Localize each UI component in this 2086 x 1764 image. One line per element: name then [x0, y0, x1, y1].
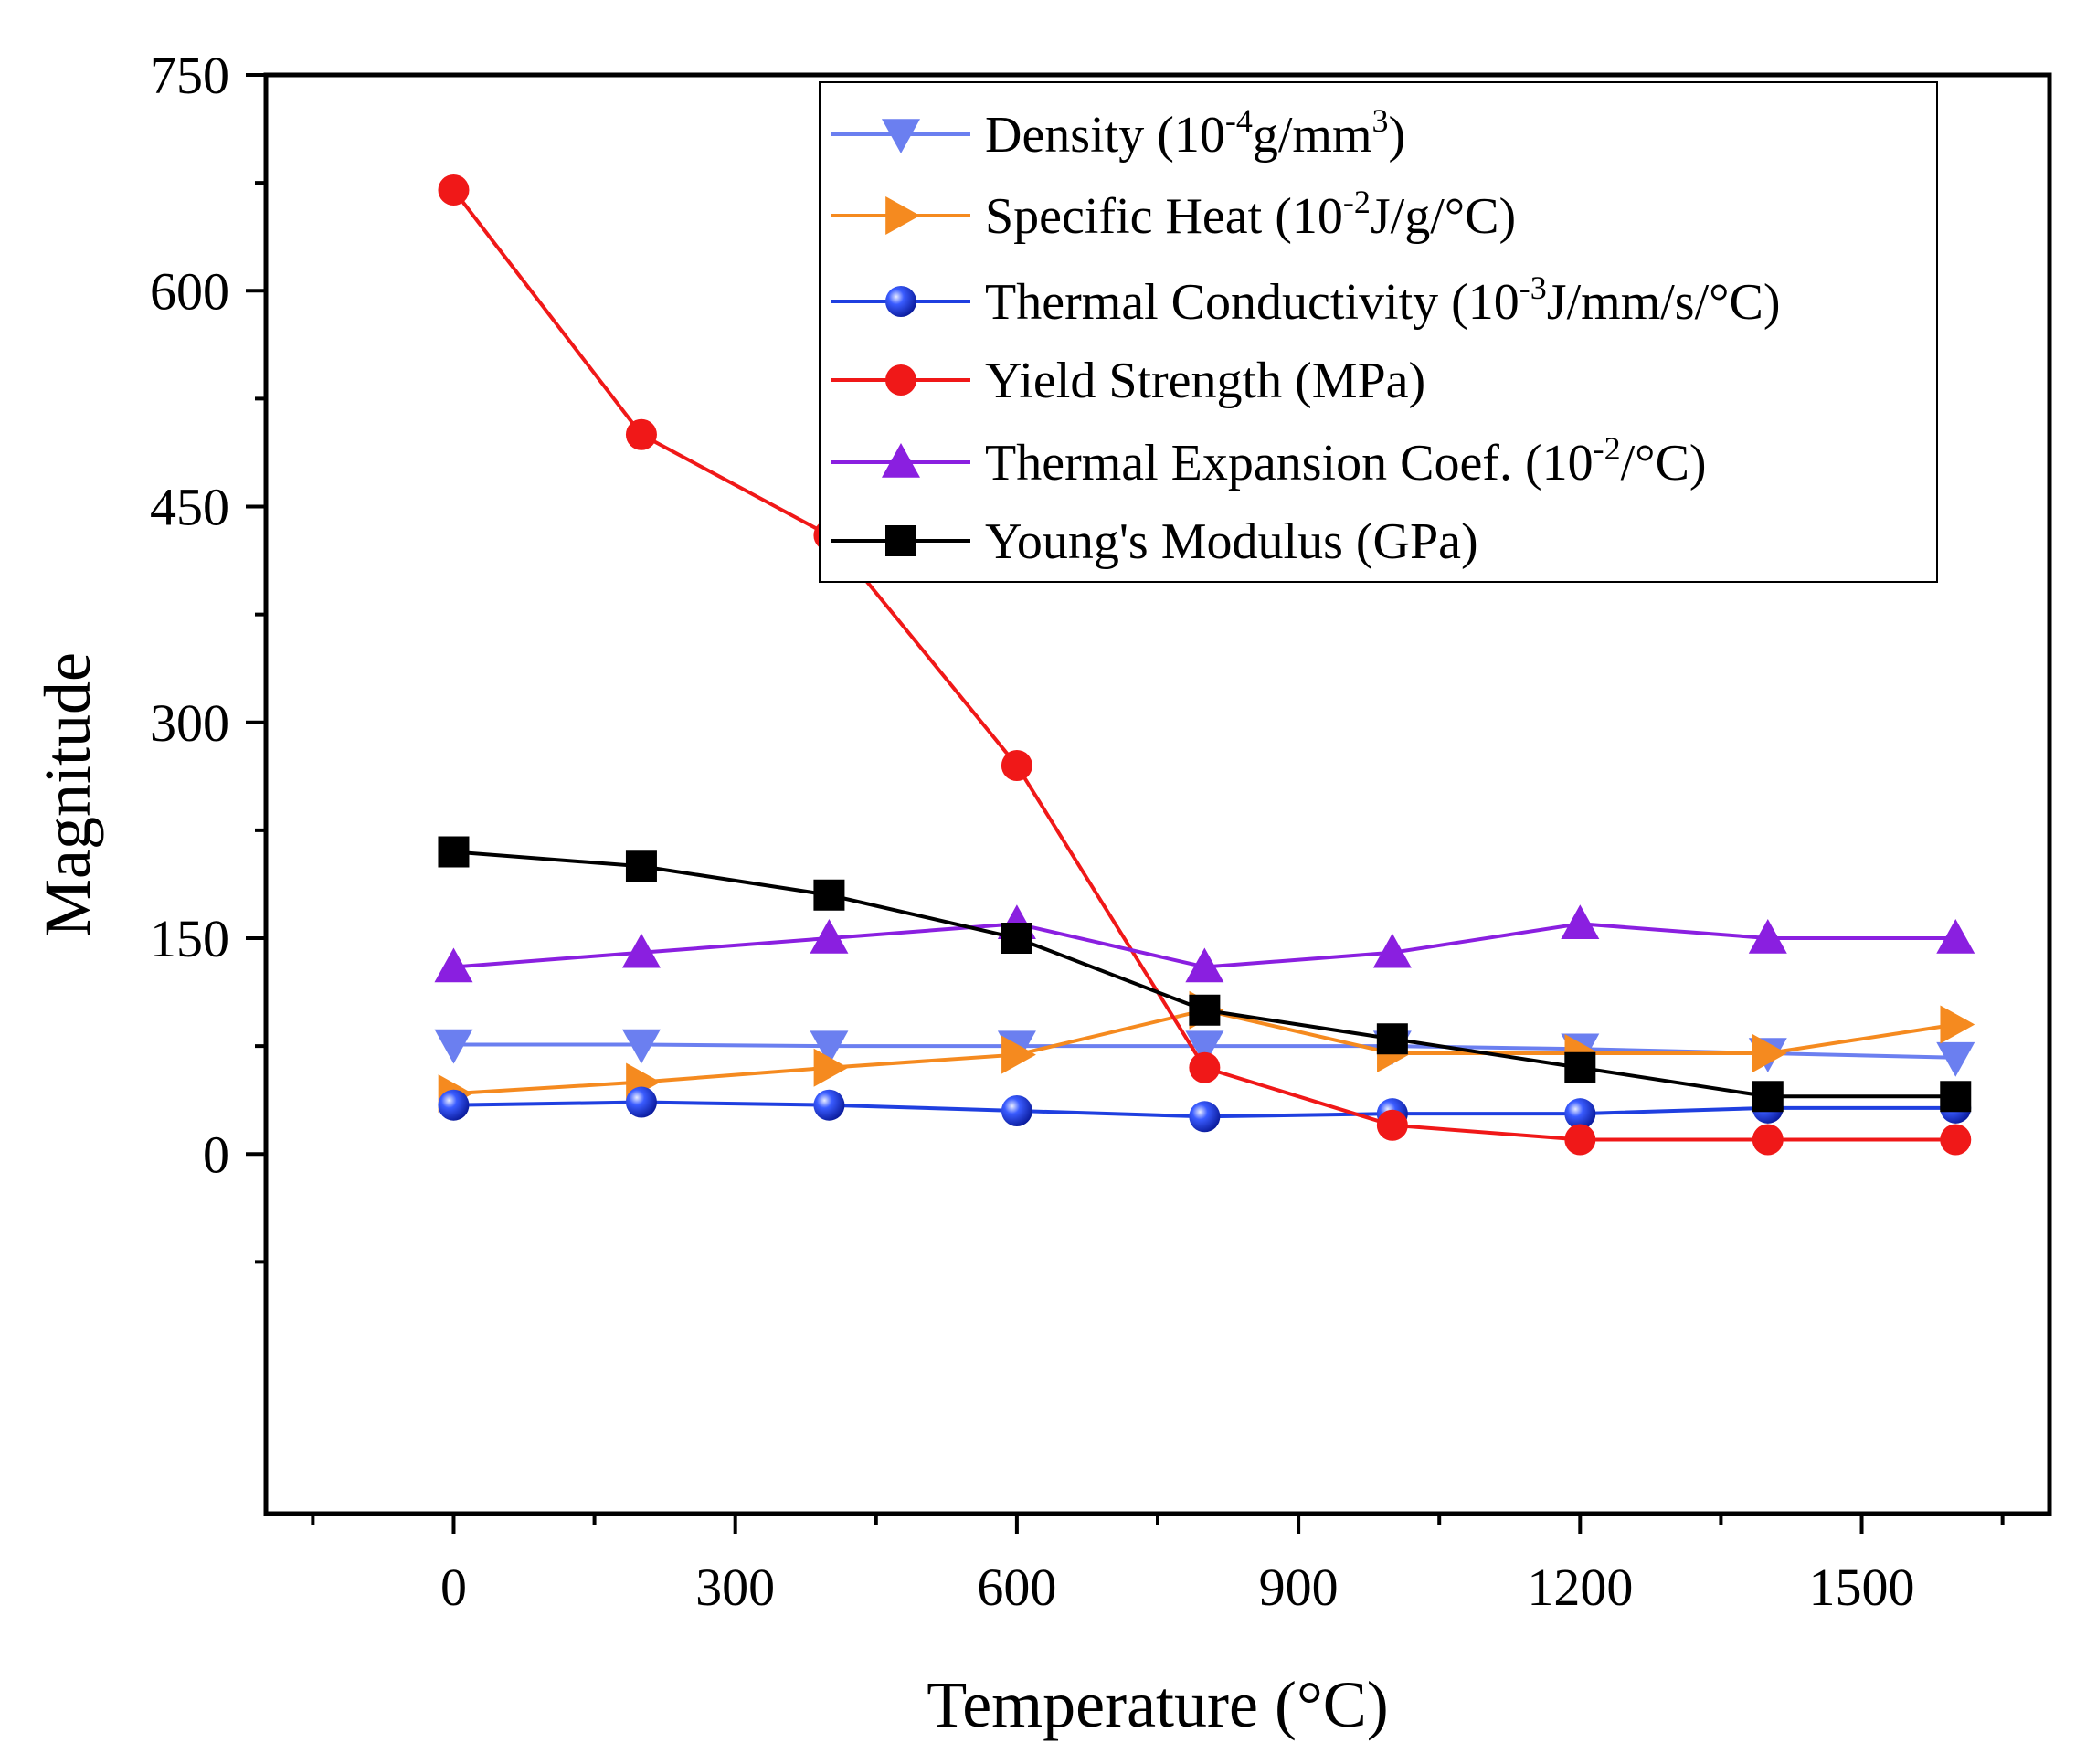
legend-entry: Density (10-4g/mm3): [831, 102, 1405, 164]
data-point: [1001, 1095, 1032, 1126]
legend-label: Thermal Expansion Coef. (10-2/°C): [985, 430, 1707, 491]
legend-label-text: Density (10: [985, 107, 1225, 164]
legend-label-text: Specific Heat (10: [985, 188, 1343, 245]
data-point: [1001, 1035, 1036, 1074]
data-point: [1189, 1101, 1221, 1133]
series-young-s-modulus: [438, 836, 1972, 1113]
data-point: [621, 933, 661, 968]
y-tick-label: 450: [150, 478, 229, 537]
legend-entry: Thermal Expansion Coef. (10-2/°C): [831, 430, 1707, 491]
x-tick-label: 600: [977, 1558, 1056, 1617]
legend-label-text: ): [1389, 107, 1406, 164]
legend-entry: Specific Heat (10-2J/g/°C): [831, 184, 1516, 245]
x-tick-label: 900: [1259, 1558, 1339, 1617]
data-point: [1748, 919, 1787, 954]
data-point: [1752, 1081, 1784, 1113]
data-point: [625, 850, 657, 882]
legend-label-text: Young's Modulus (GPa): [985, 513, 1478, 570]
legend-label-text: /°C): [1621, 435, 1707, 491]
data-point: [1001, 750, 1032, 781]
legend-marker: [882, 119, 920, 153]
legend-label-superscript: -2: [1594, 430, 1621, 467]
data-point: [1185, 1030, 1224, 1066]
legend-frame: [819, 81, 1938, 583]
y-tick-label: 600: [150, 261, 229, 321]
legend: Density (10-4g/mm3)Specific Heat (10-2J/…: [819, 81, 1938, 583]
legend-label-superscript: 3: [1372, 102, 1389, 139]
legend-label-text: J/mm/s/°C): [1547, 274, 1781, 331]
legend-marker: [885, 196, 920, 235]
data-point: [1185, 947, 1224, 983]
data-point: [1752, 1034, 1787, 1072]
data-point: [1940, 1005, 1975, 1044]
series-thermal-expansion-coef: [434, 904, 1975, 983]
y-tick-label: 150: [150, 909, 229, 968]
legend-label: Density (10-4g/mm3): [985, 102, 1405, 164]
legend-label: Specific Heat (10-2J/g/°C): [985, 184, 1516, 245]
legend-marker: [882, 443, 920, 478]
legend-label-text: Thermal Conductivity (10: [985, 274, 1519, 331]
data-point: [810, 1030, 849, 1066]
legend-entry: Thermal Conductivity (10-3J/mm/s/°C): [831, 269, 1781, 331]
data-point: [621, 1029, 661, 1064]
legend-marker: [885, 364, 916, 396]
x-tick-label: 300: [695, 1558, 775, 1617]
data-point: [438, 836, 470, 868]
data-point: [625, 418, 657, 450]
legend-label-text: g/mm: [1253, 107, 1372, 164]
data-point: [1940, 1081, 1972, 1113]
data-point: [434, 947, 473, 983]
data-point: [1936, 1041, 1975, 1077]
legend-entry: Yield Strength (MPa): [831, 353, 1425, 409]
x-tick-label: 1200: [1527, 1558, 1633, 1617]
x-axis-title: Temperature (°C): [927, 1668, 1389, 1741]
data-point: [434, 1029, 473, 1064]
x-tick-label: 0: [440, 1558, 467, 1617]
data-point: [813, 1048, 849, 1087]
legend-label-text: J/g/°C): [1371, 188, 1516, 245]
legend-marker: [885, 286, 916, 317]
axes-layer: 0 300 600 900 1200 1500 0 150 300 450 600 750: [150, 46, 2005, 1617]
legend-label: Yield Strength (MPa): [985, 353, 1425, 409]
legend-label-superscript: -2: [1343, 184, 1371, 220]
data-point: [1940, 1124, 1972, 1156]
legend-label: Young's Modulus (GPa): [985, 513, 1478, 570]
data-point: [1189, 1051, 1221, 1083]
data-point: [1564, 1124, 1596, 1156]
x-tick-label: 1500: [1809, 1558, 1915, 1617]
data-point: [813, 1089, 845, 1121]
legend-label-superscript: -4: [1225, 102, 1253, 139]
data-point: [810, 919, 849, 954]
data-point: [1936, 919, 1975, 954]
series-layer: [434, 174, 1975, 1156]
legend-label-text: Thermal Expansion Coef. (10: [985, 435, 1594, 491]
data-point: [1752, 1124, 1784, 1156]
legend-label: Thermal Conductivity (10-3J/mm/s/°C): [985, 269, 1781, 331]
data-point: [1001, 923, 1032, 954]
data-point: [1564, 1051, 1596, 1083]
data-point: [813, 879, 845, 911]
data-point: [625, 1086, 657, 1118]
y-tick-label: 300: [150, 693, 229, 753]
data-point: [1564, 1098, 1596, 1130]
legend-label-text: Yield Strength (MPa): [985, 353, 1425, 409]
data-point: [1561, 904, 1600, 940]
data-point: [1372, 933, 1412, 968]
data-point: [1376, 1023, 1408, 1055]
legend-entry: Young's Modulus (GPa): [831, 513, 1478, 570]
y-axis-title: Magnitude: [31, 652, 104, 937]
data-point: [1189, 994, 1221, 1026]
y-tick-label: 0: [203, 1125, 229, 1184]
data-point: [1376, 1109, 1408, 1141]
data-point: [438, 1089, 470, 1121]
legend-marker: [885, 525, 916, 556]
legend-label-superscript: -3: [1519, 269, 1547, 306]
y-tick-label: 750: [150, 46, 229, 105]
data-point: [438, 174, 470, 206]
